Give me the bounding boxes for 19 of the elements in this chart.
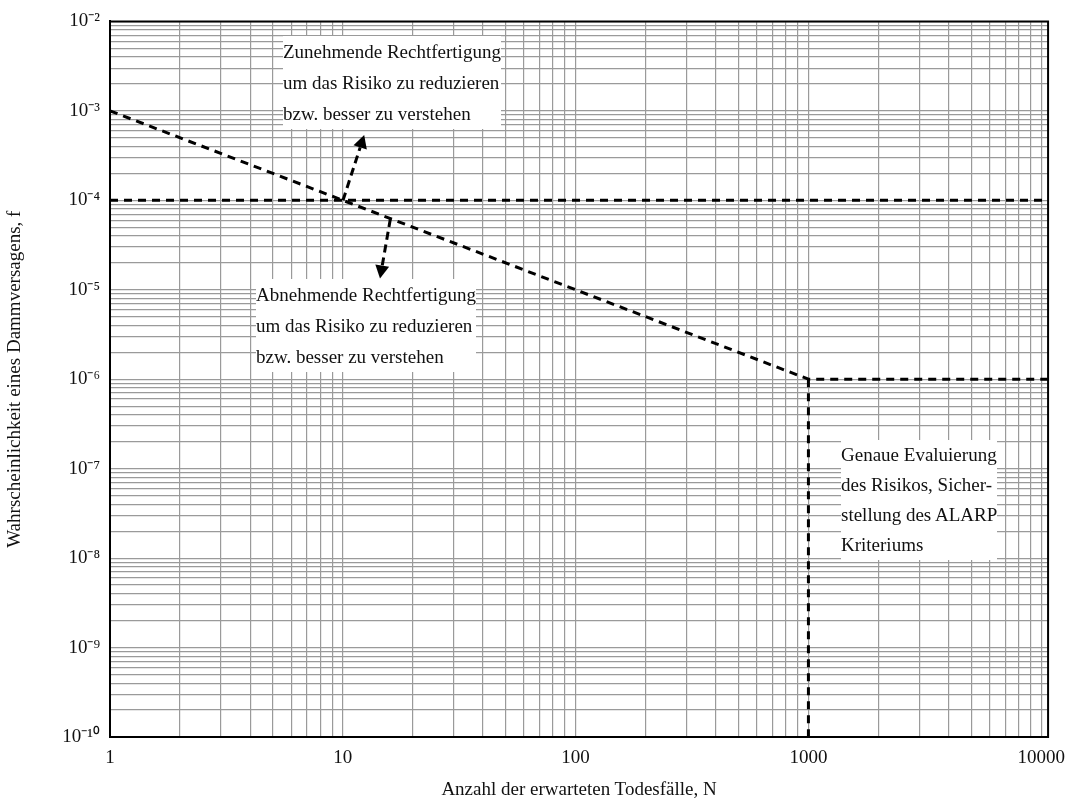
y-tick-label: 10⁻⁴ (68, 188, 101, 210)
y-tick-label: 10⁻⁷ (68, 456, 100, 478)
y-tick-label: 10⁻⁸ (68, 546, 100, 568)
y-tick-label: 10⁻⁹ (68, 635, 101, 657)
y-tick-label: 10⁻² (69, 9, 101, 31)
annotation: Abnehmende Rechtfertigung um das Risiko zu reduzieren bzw. besser zu verstehen (256, 279, 477, 372)
y-tick-label: 10⁻¹⁰ (62, 724, 100, 746)
x-tick-label: 100 (561, 746, 590, 768)
y-tick-label: 10⁻⁶ (68, 367, 100, 389)
x-tick-label: 10 (333, 746, 353, 768)
y-axis-title: Wahrscheinlichkeit eines Dammversagens, f (3, 209, 25, 548)
annotation: Zunehmende Rechtfertigung um das Risiko zu reduzieren bzw. besser zu verstehen (283, 36, 501, 129)
y-tick-label: 10⁻⁵ (68, 277, 100, 299)
x-axis-title: Anzahl der erwarteten Todesfälle, N (441, 777, 717, 799)
x-tick-label: 10000 (1017, 746, 1065, 768)
x-tick-label: 1 (105, 746, 115, 768)
annotation: Genaue Evaluierung des Risikos, Sicher- stellung des ALARP Kriteriums (841, 440, 998, 560)
x-tick-label: 1000 (789, 746, 828, 768)
y-tick-label: 10⁻³ (69, 98, 101, 120)
